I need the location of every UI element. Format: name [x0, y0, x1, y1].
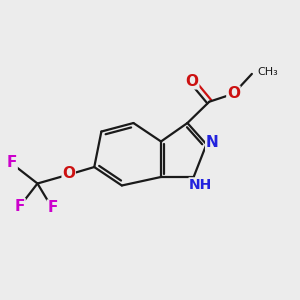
Text: O: O	[186, 74, 199, 89]
Text: N: N	[206, 135, 218, 150]
Text: NH: NH	[189, 178, 212, 192]
Text: O: O	[227, 86, 240, 101]
Text: F: F	[15, 199, 25, 214]
Text: O: O	[62, 166, 75, 181]
Text: CH₃: CH₃	[257, 68, 278, 77]
Text: F: F	[7, 155, 17, 170]
Text: F: F	[47, 200, 58, 215]
